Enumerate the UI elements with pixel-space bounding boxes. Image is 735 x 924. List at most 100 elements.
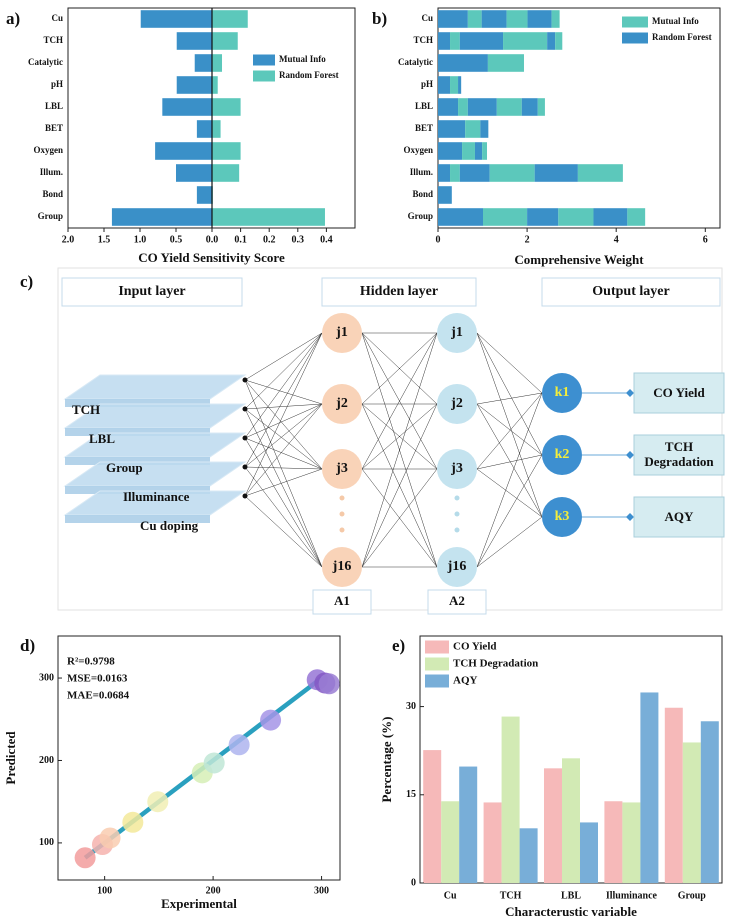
x-tick-label: 4 [614, 234, 619, 245]
x-axis-label: Experimental [161, 896, 237, 911]
category-label: Catalytic [398, 57, 433, 67]
x-tick-label: 0.5 [170, 234, 183, 245]
input-slab [63, 461, 247, 487]
bar-segment [593, 208, 628, 226]
hidden-node [322, 384, 362, 424]
bar-segment [503, 32, 548, 50]
hidden-node [322, 547, 362, 587]
data-point [203, 752, 225, 774]
node-label: j1 [335, 325, 348, 340]
bar [212, 32, 238, 50]
connection [361, 332, 438, 568]
annotation: MAE=0.0684 [67, 690, 130, 702]
bar-segment [527, 10, 552, 28]
output-node [542, 497, 582, 537]
input-dot [242, 406, 248, 412]
input-label: Cu doping [140, 518, 199, 533]
connection [244, 332, 323, 410]
x-tick-label: 1.5 [98, 234, 111, 245]
bar-segment [577, 164, 623, 182]
bar-segment [482, 142, 488, 160]
bar-segment [465, 120, 481, 138]
plot-frame [437, 7, 721, 229]
input-label: LBL [89, 431, 115, 446]
bar [700, 721, 719, 883]
bar-segment [438, 120, 466, 138]
layer-title-box [321, 277, 477, 307]
data-point [260, 709, 282, 731]
category-label: Bond [412, 189, 433, 199]
output-marker [626, 513, 634, 521]
node-label: j3 [450, 461, 463, 476]
bar-segment [481, 10, 507, 28]
legend-swatch [253, 70, 275, 82]
bar [176, 76, 212, 94]
connection [244, 332, 323, 497]
bar-segment [458, 98, 468, 116]
bar-segment [487, 54, 524, 72]
bar-segment [482, 208, 528, 226]
node-label: j2 [335, 396, 348, 411]
hidden-node [437, 313, 477, 353]
connection [244, 408, 323, 470]
category-label: BET [45, 123, 63, 133]
x-tick-label: LBL [561, 890, 581, 901]
bar [501, 716, 520, 883]
output-box [633, 434, 725, 476]
bar [664, 707, 683, 883]
ellipsis-dot [454, 495, 460, 501]
legend-label: Mutual Info [652, 16, 699, 26]
node-label: k3 [555, 509, 570, 524]
connection [244, 437, 323, 568]
category-label: Illum. [410, 167, 433, 177]
bar [562, 758, 580, 883]
connection [244, 468, 323, 497]
x-tick-label: 0.2 [263, 234, 276, 245]
bar-segment [459, 32, 504, 50]
category-label: Cu [421, 13, 433, 23]
output-label: CO Yield [653, 384, 705, 400]
connection [244, 379, 323, 405]
category-label: Catalytic [28, 57, 63, 67]
connection [361, 468, 438, 568]
bar [640, 692, 659, 883]
node-label: j3 [335, 461, 348, 476]
y-tick-label: 0 [411, 877, 416, 888]
bar-segment [627, 208, 646, 226]
bar [111, 208, 212, 226]
connection [476, 332, 543, 518]
x-tick-label: 0.3 [292, 234, 305, 245]
legend-swatch [622, 16, 648, 28]
output-marker [626, 389, 634, 397]
legend-label: TCH Degradation [453, 658, 538, 670]
bar-segment [537, 98, 545, 116]
connection [476, 403, 543, 456]
bar-segment [438, 10, 468, 28]
layer-title-box [61, 277, 243, 307]
hidden-node [322, 313, 362, 353]
x-axis-label: Characterustic variable [505, 904, 637, 919]
input-slab-side [65, 486, 210, 494]
y-tick-label: 200 [39, 755, 54, 766]
bar-segment [489, 164, 535, 182]
bar-segment [480, 120, 489, 138]
bar-segment [450, 32, 460, 50]
bar-segment [534, 164, 578, 182]
bar-segment [438, 98, 459, 116]
category-label: Cu [51, 13, 63, 23]
annotation: R²=0.9798 [67, 656, 115, 668]
bar-segment [555, 32, 563, 50]
plot-frame [57, 635, 341, 881]
connection [361, 403, 438, 470]
x-axis-label: CO Yield Sensitivity Score [138, 250, 285, 265]
bar-segment [458, 76, 462, 94]
group-box [427, 589, 487, 615]
x-tick-label: 2 [525, 234, 530, 245]
y-tick-label: 100 [39, 837, 54, 848]
connection [244, 379, 323, 568]
bar [155, 142, 212, 160]
bar-segment [450, 164, 460, 182]
bar [176, 164, 212, 182]
